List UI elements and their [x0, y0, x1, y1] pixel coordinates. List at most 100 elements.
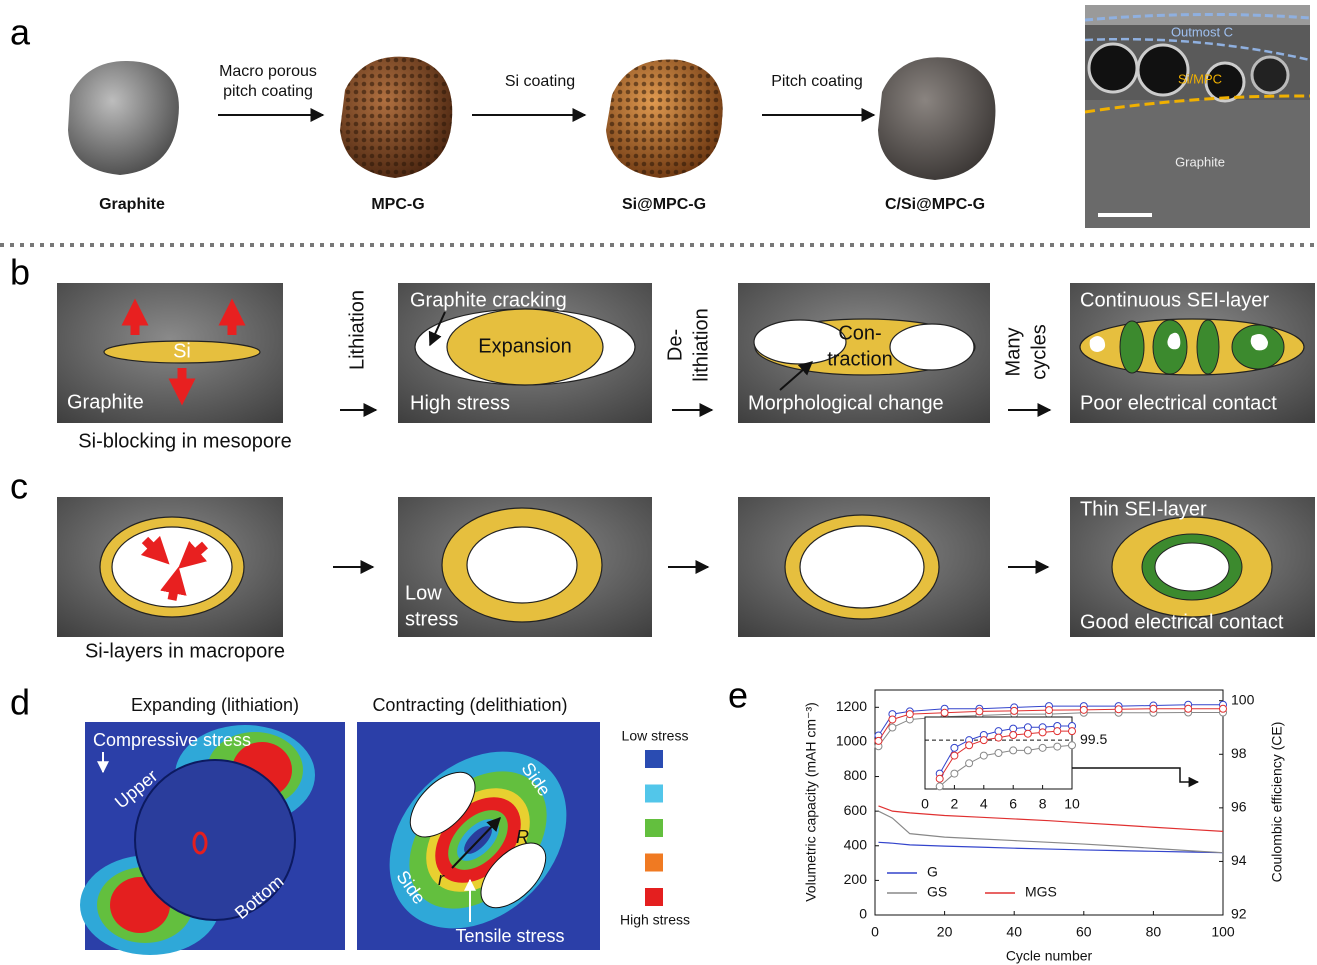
legend-swatch	[645, 888, 663, 906]
y-tick-label: 200	[844, 871, 868, 887]
x-tick-label: 40	[1006, 924, 1022, 940]
y2-axis-label: Coulombic efficiency (CE)	[1269, 722, 1285, 883]
legend-label: GS	[927, 884, 947, 900]
y-tick-label: 400	[844, 836, 868, 852]
arrow-text: lithiation	[690, 308, 712, 381]
x-axis-label: Cycle number	[1006, 948, 1093, 964]
box-text: Expansion	[478, 335, 571, 357]
void	[890, 324, 974, 370]
caption: Si-blocking in mesopore	[78, 430, 291, 452]
marker	[951, 752, 958, 759]
particle-name: C/Si@MPC-G	[885, 196, 985, 213]
box-text: Thin SEI-layer	[1080, 498, 1207, 520]
particle-name: MPC-G	[371, 196, 424, 213]
x-tick-label: 80	[1146, 924, 1162, 940]
marker	[1069, 728, 1076, 735]
marker	[976, 708, 983, 715]
pore-texture	[340, 57, 452, 178]
box-text: Poor electrical contact	[1080, 392, 1277, 414]
arrow-text: De-	[664, 329, 686, 361]
marker	[941, 709, 948, 716]
marker	[1039, 729, 1046, 736]
x-tick-label: 0	[921, 796, 929, 812]
box-text: Continuous SEI-layer	[1080, 289, 1269, 311]
map-text: Tensile stress	[455, 926, 564, 946]
box-text: Good electrical contact	[1080, 611, 1284, 633]
panel-label: c	[10, 466, 28, 507]
marker	[1185, 705, 1192, 712]
marker	[906, 711, 913, 718]
marker	[995, 750, 1002, 757]
reference-label: 99.5	[1080, 731, 1107, 747]
panel-d: d Expanding (lithiation) Compressive str…	[10, 682, 690, 964]
x-tick-label: 100	[1211, 924, 1235, 940]
panel-e: e Cycle number Volumetric capacity (mAH …	[728, 675, 1285, 964]
marker	[1039, 744, 1046, 751]
panel-b: b Si Graphite Si-blocking in mesopore Li…	[10, 252, 1315, 453]
panel-label: a	[10, 12, 31, 53]
marker	[889, 724, 896, 731]
y2-tick-label: 96	[1231, 799, 1247, 815]
legend-swatch	[645, 750, 663, 768]
x-tick-label: 10	[1064, 796, 1080, 812]
tem-label: Outmost C	[1171, 24, 1233, 39]
marker	[966, 742, 973, 749]
pore	[800, 526, 924, 608]
legend-swatch	[645, 819, 663, 837]
marker	[980, 752, 987, 759]
marker	[1046, 707, 1053, 714]
y-tick-label: 1200	[836, 698, 867, 714]
marker	[936, 783, 943, 790]
x-tick-label: 6	[1009, 796, 1017, 812]
step-label: Macro porous	[219, 63, 317, 80]
box-text: Con-	[838, 322, 881, 344]
y-tick-label: 800	[844, 767, 868, 783]
box-text: Graphite cracking	[410, 289, 567, 311]
panel-label: b	[10, 252, 30, 293]
series-line	[878, 842, 1223, 852]
marker	[1220, 705, 1227, 712]
map-title: Expanding (lithiation)	[131, 695, 299, 715]
box-text: traction	[827, 348, 893, 370]
legend-text: High stress	[620, 912, 690, 928]
marker	[966, 760, 973, 767]
arrow-text: Lithiation	[346, 290, 368, 370]
marker	[1115, 706, 1122, 713]
marker	[1010, 732, 1017, 739]
pore-texture	[606, 59, 723, 178]
legend-swatch	[645, 785, 663, 803]
pore	[1155, 543, 1229, 591]
step-label: Pitch coating	[771, 73, 863, 90]
sei	[1120, 321, 1144, 373]
marker	[1069, 742, 1076, 749]
marker	[1024, 747, 1031, 754]
box-text: Morphological change	[748, 392, 944, 414]
legend-text: Low stress	[622, 728, 689, 744]
arrow-text: cycles	[1028, 324, 1050, 380]
tem-image: Outmost C Si/MPC Graphite	[1085, 5, 1310, 228]
particle-name: Graphite	[99, 196, 165, 213]
legend-swatch	[645, 854, 663, 872]
y2-tick-label: 98	[1231, 745, 1247, 761]
legend-label: G	[927, 864, 938, 880]
panel-a: a Macro porous pitch coating Si coating …	[10, 5, 1310, 228]
y2-tick-label: 100	[1231, 691, 1255, 707]
panel-label: d	[10, 682, 30, 723]
step-label: Si coating	[505, 73, 575, 90]
legend-label: MGS	[1025, 884, 1057, 900]
marker	[1011, 707, 1018, 714]
particle-name: Si@MPC-G	[622, 196, 706, 213]
stress-arrow	[172, 580, 176, 600]
box-text: High stress	[410, 392, 510, 414]
c-si-mpc-g-particle	[878, 57, 995, 180]
x-tick-label: 60	[1076, 924, 1092, 940]
marker	[889, 716, 896, 723]
box-text: Low	[405, 582, 442, 604]
marker	[1080, 706, 1087, 713]
series-line	[878, 811, 1223, 853]
marker	[951, 744, 958, 751]
map-text: R	[516, 827, 529, 847]
box-text: Graphite	[67, 391, 144, 413]
marker	[936, 775, 943, 782]
series-line	[878, 806, 1223, 831]
